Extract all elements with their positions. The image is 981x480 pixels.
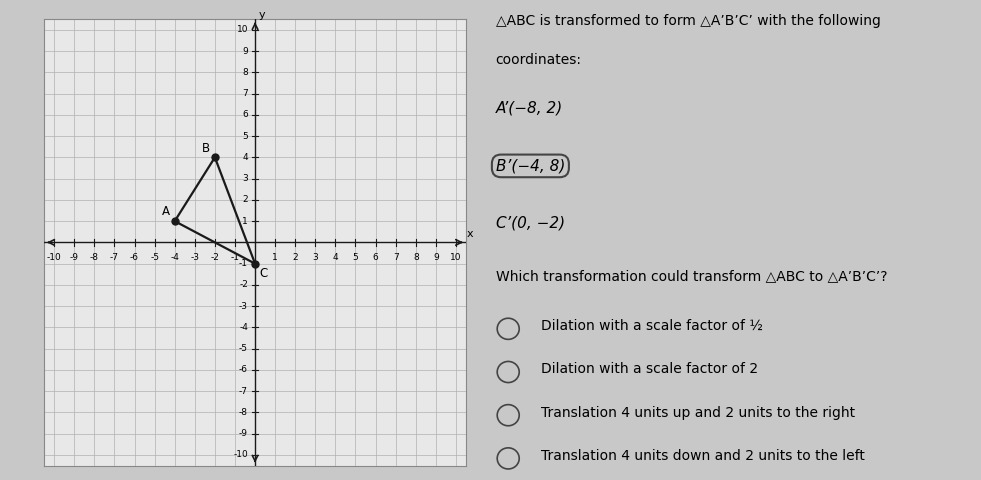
Text: -2: -2 — [239, 280, 248, 289]
Text: -5: -5 — [239, 344, 248, 353]
Text: 3: 3 — [242, 174, 248, 183]
Text: 2: 2 — [292, 253, 298, 262]
Text: -7: -7 — [110, 253, 119, 262]
Text: 6: 6 — [373, 253, 379, 262]
Text: -7: -7 — [239, 387, 248, 396]
Text: -9: -9 — [239, 429, 248, 438]
Text: -3: -3 — [239, 301, 248, 311]
Text: 4: 4 — [242, 153, 248, 162]
Text: 10: 10 — [236, 25, 248, 35]
Text: -9: -9 — [70, 253, 78, 262]
Text: 3: 3 — [312, 253, 318, 262]
Text: -4: -4 — [171, 253, 180, 262]
Text: y: y — [259, 10, 266, 20]
Text: A: A — [162, 205, 170, 218]
Text: 8: 8 — [413, 253, 419, 262]
Text: -6: -6 — [130, 253, 139, 262]
Text: -6: -6 — [239, 365, 248, 374]
Text: 9: 9 — [433, 253, 439, 262]
Text: Translation 4 units up and 2 units to the right: Translation 4 units up and 2 units to th… — [541, 406, 854, 420]
Text: -2: -2 — [211, 253, 220, 262]
Text: -4: -4 — [239, 323, 248, 332]
Text: 5: 5 — [242, 132, 248, 141]
Text: 7: 7 — [242, 89, 248, 98]
Text: 7: 7 — [392, 253, 398, 262]
Text: -1: -1 — [231, 253, 239, 262]
Text: Dilation with a scale factor of ½: Dilation with a scale factor of ½ — [541, 319, 762, 333]
Text: C: C — [259, 267, 268, 280]
Text: -10: -10 — [233, 450, 248, 459]
Text: △ABC is transformed to form △A’B’C’ with the following: △ABC is transformed to form △A’B’C’ with… — [495, 14, 881, 28]
Text: A’(−8, 2): A’(−8, 2) — [495, 101, 563, 116]
Text: 1: 1 — [273, 253, 278, 262]
Text: -3: -3 — [190, 253, 199, 262]
Text: B’(−4, 8): B’(−4, 8) — [495, 158, 565, 173]
Text: 8: 8 — [242, 68, 248, 77]
Text: Which transformation could transform △ABC to △A’B’C’?: Which transformation could transform △AB… — [495, 269, 887, 283]
Text: -5: -5 — [150, 253, 159, 262]
Text: -1: -1 — [239, 259, 248, 268]
Text: 4: 4 — [333, 253, 338, 262]
Text: coordinates:: coordinates: — [495, 53, 582, 67]
Text: -8: -8 — [90, 253, 99, 262]
Text: 6: 6 — [242, 110, 248, 120]
Text: -8: -8 — [239, 408, 248, 417]
Text: 9: 9 — [242, 47, 248, 56]
Text: 5: 5 — [352, 253, 358, 262]
Text: 2: 2 — [242, 195, 248, 204]
Text: -10: -10 — [47, 253, 62, 262]
Text: x: x — [467, 229, 473, 239]
Text: C’(0, −2): C’(0, −2) — [495, 216, 565, 231]
Text: 1: 1 — [242, 216, 248, 226]
Text: Dilation with a scale factor of 2: Dilation with a scale factor of 2 — [541, 362, 758, 376]
Text: B: B — [202, 142, 210, 155]
Text: 10: 10 — [450, 253, 462, 262]
Text: Translation 4 units down and 2 units to the left: Translation 4 units down and 2 units to … — [541, 449, 864, 463]
